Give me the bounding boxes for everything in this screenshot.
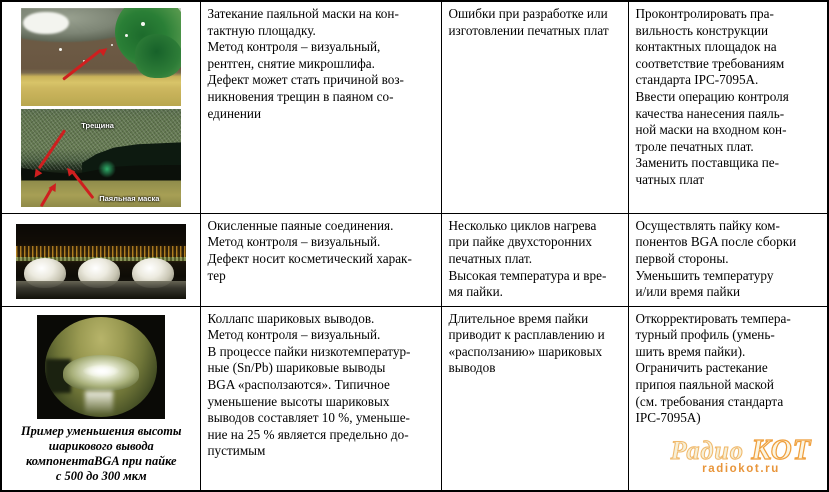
caption-line: шарикового вывода: [48, 438, 154, 453]
defect-cause-cell: Длительное время пайки приводит к распла…: [440, 305, 629, 492]
photo-label-crack: Трещина: [81, 121, 114, 130]
defect-cause-cell: Ошибки при разработке или изготовлении п…: [440, 0, 629, 214]
defect-cause-text: Ошибки при разработке или изготовлении п…: [448, 6, 609, 38]
defect-cause-text: Длительное время пайки приводит к распла…: [448, 310, 605, 376]
defect-action-cell: Осуществлять пайку ком- понентов BGA пос…: [627, 212, 829, 307]
defect-image-cell: Трещина Паяльная маска: [0, 0, 201, 214]
defect-cause-text: Несколько циклов нагрева при пайке двухс…: [448, 217, 607, 300]
photo-layer: [85, 390, 114, 415]
defect-description-text: Затекание паяльной маски на кон- тактную…: [207, 6, 404, 121]
collapsed-ball-photo: [37, 314, 166, 419]
table-row: Трещина Паяльная маска: [0, 0, 829, 214]
microscope-view: [45, 316, 158, 417]
table-row: Окисленные паяные соединения. Метод конт…: [0, 212, 829, 307]
defect-description-cell: Коллапс шариковых выводов. Метод контрол…: [199, 305, 442, 492]
table-row: Пример уменьшения высоты шарикового выво…: [0, 305, 829, 492]
figure-caption: Пример уменьшения высоты шарикового выво…: [9, 424, 194, 485]
defect-action-text: Откорректировать темпера- турный профиль…: [635, 310, 791, 426]
photo-layer: [135, 34, 182, 78]
oxidised-solder-joints-photo: [16, 223, 187, 299]
photo-layer: [16, 280, 187, 299]
defect-action-text: Проконтролировать пра- вильность констру…: [635, 6, 789, 187]
crack-micro-section-photo: Трещина Паяльная маска: [21, 109, 182, 207]
defect-description-text: Коллапс шариковых выводов. Метод контрол…: [207, 310, 411, 459]
defect-description-text: Окисленные паяные соединения. Метод конт…: [207, 217, 412, 283]
defect-cause-cell: Несколько циклов нагрева при пайке двухс…: [440, 212, 629, 307]
defect-description-cell: Затекание паяльной маски на кон- тактную…: [199, 0, 442, 214]
caption-line: компонентаBGA при пайке: [25, 453, 177, 468]
defect-image-cell: [0, 212, 201, 307]
photo-speck: [111, 44, 114, 46]
soldermask-flow-photo: [21, 8, 182, 106]
defect-image-cell: Пример уменьшения высоты шарикового выво…: [0, 305, 201, 492]
photo-speck: [125, 34, 129, 37]
defect-action-cell: Откорректировать темпера- турный профиль…: [627, 305, 829, 492]
caption-line: Пример уменьшения высоты: [20, 423, 182, 438]
photo-speck: [141, 22, 146, 26]
defect-action-cell: Проконтролировать пра- вильность констру…: [627, 0, 829, 214]
photo-layer: [83, 364, 120, 377]
caption-line: с 500 до 300 мкм: [55, 469, 147, 484]
photo-speck: [59, 48, 63, 51]
defect-action-text: Осуществлять пайку ком- понентов BGA пос…: [635, 217, 797, 300]
photo-layer: [98, 159, 117, 178]
photo-layer: [23, 12, 70, 34]
photo-layer: [16, 246, 187, 259]
photo-label-solder-mask: Паяльная маска: [99, 194, 160, 203]
defect-description-cell: Окисленные паяные соединения. Метод конт…: [199, 212, 442, 307]
